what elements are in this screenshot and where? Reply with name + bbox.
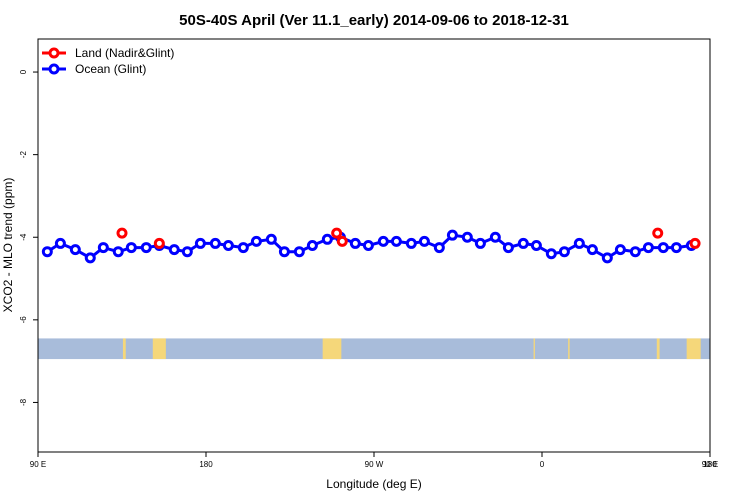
y-axis: 0 -2 -4 -6 -8 (19, 69, 38, 406)
data-point (418, 235, 430, 247)
data-point (629, 246, 641, 258)
data-point (84, 252, 96, 264)
land-patch (656, 338, 660, 360)
data-point (433, 242, 445, 254)
data-point (689, 237, 701, 249)
data-point (446, 229, 458, 241)
land-patch (152, 338, 166, 360)
y-tick-label: 0 (19, 69, 28, 74)
data-point (670, 242, 682, 254)
data-point (657, 242, 669, 254)
x-tick-label: 180 (703, 460, 717, 469)
y-tick-label: -6 (19, 316, 28, 324)
legend-ocean-marker (48, 63, 60, 75)
legend: Land (Nadir&Glint) Ocean (Glint) (42, 46, 174, 76)
data-point (321, 233, 333, 245)
y-tick-label: -4 (19, 233, 28, 241)
data-point (181, 246, 193, 258)
data-point (489, 231, 501, 243)
data-point (502, 242, 514, 254)
y-tick-label: -2 (19, 151, 28, 159)
data-point (54, 237, 66, 249)
data-point (652, 227, 664, 239)
data-point (586, 244, 598, 256)
data-point (517, 237, 529, 249)
data-point (461, 231, 473, 243)
data-point (306, 240, 318, 251)
data-point (331, 227, 343, 239)
data-point (362, 240, 374, 251)
data-point (194, 237, 206, 249)
series-ocean (41, 229, 697, 264)
data-point (545, 248, 557, 260)
x-tick-label: 90 E (30, 460, 46, 469)
data-point (405, 237, 417, 249)
data-point (153, 237, 165, 249)
land-patch (533, 338, 535, 360)
data-point (222, 240, 234, 251)
data-point (209, 237, 221, 249)
data-point (601, 252, 613, 264)
legend-ocean-label: Ocean (Glint) (75, 62, 146, 76)
x-tick-label: 180 (199, 460, 213, 469)
data-point (390, 235, 402, 247)
x-tick-label: 90 W (365, 460, 384, 469)
land-patch (122, 338, 126, 360)
data-point (112, 246, 124, 258)
x-tick-label: 90 E (702, 460, 718, 469)
series-layer (41, 227, 701, 264)
data-point (614, 244, 626, 256)
data-point (293, 246, 305, 258)
data-point (69, 244, 81, 256)
land-patch (322, 338, 342, 360)
series-land (116, 227, 701, 249)
data-point (265, 233, 277, 245)
map-band (38, 338, 710, 360)
y-axis-label: XCO2 - MLO trend (ppm) (1, 178, 15, 313)
x-axis-label: Longitude (deg E) (326, 477, 421, 491)
x-tick-label: 0 (540, 460, 545, 469)
data-point (237, 242, 249, 254)
data-point (530, 240, 542, 251)
data-point (168, 244, 180, 256)
data-point (474, 237, 486, 249)
data-point (97, 242, 109, 254)
data-point (642, 242, 654, 254)
data-point (41, 246, 53, 258)
ocean-band (38, 338, 710, 360)
y-tick-label: -8 (19, 398, 28, 406)
data-point (377, 235, 389, 247)
data-point (573, 237, 585, 249)
land-patch (568, 338, 570, 360)
land-patch (686, 338, 701, 360)
data-point (349, 237, 361, 249)
chart-title: 50S-40S April (Ver 11.1_early) 2014-09-0… (179, 12, 569, 29)
data-point (558, 246, 570, 258)
data-point (250, 235, 262, 247)
data-point (140, 242, 152, 254)
data-point (116, 227, 128, 239)
data-point (125, 242, 137, 254)
legend-land-label: Land (Nadir&Glint) (75, 46, 174, 60)
data-point (278, 246, 290, 258)
legend-land-marker (48, 47, 60, 59)
data-point (336, 235, 348, 247)
